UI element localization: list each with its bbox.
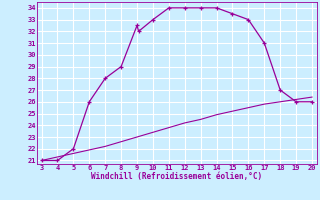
X-axis label: Windchill (Refroidissement éolien,°C): Windchill (Refroidissement éolien,°C) <box>91 172 262 181</box>
